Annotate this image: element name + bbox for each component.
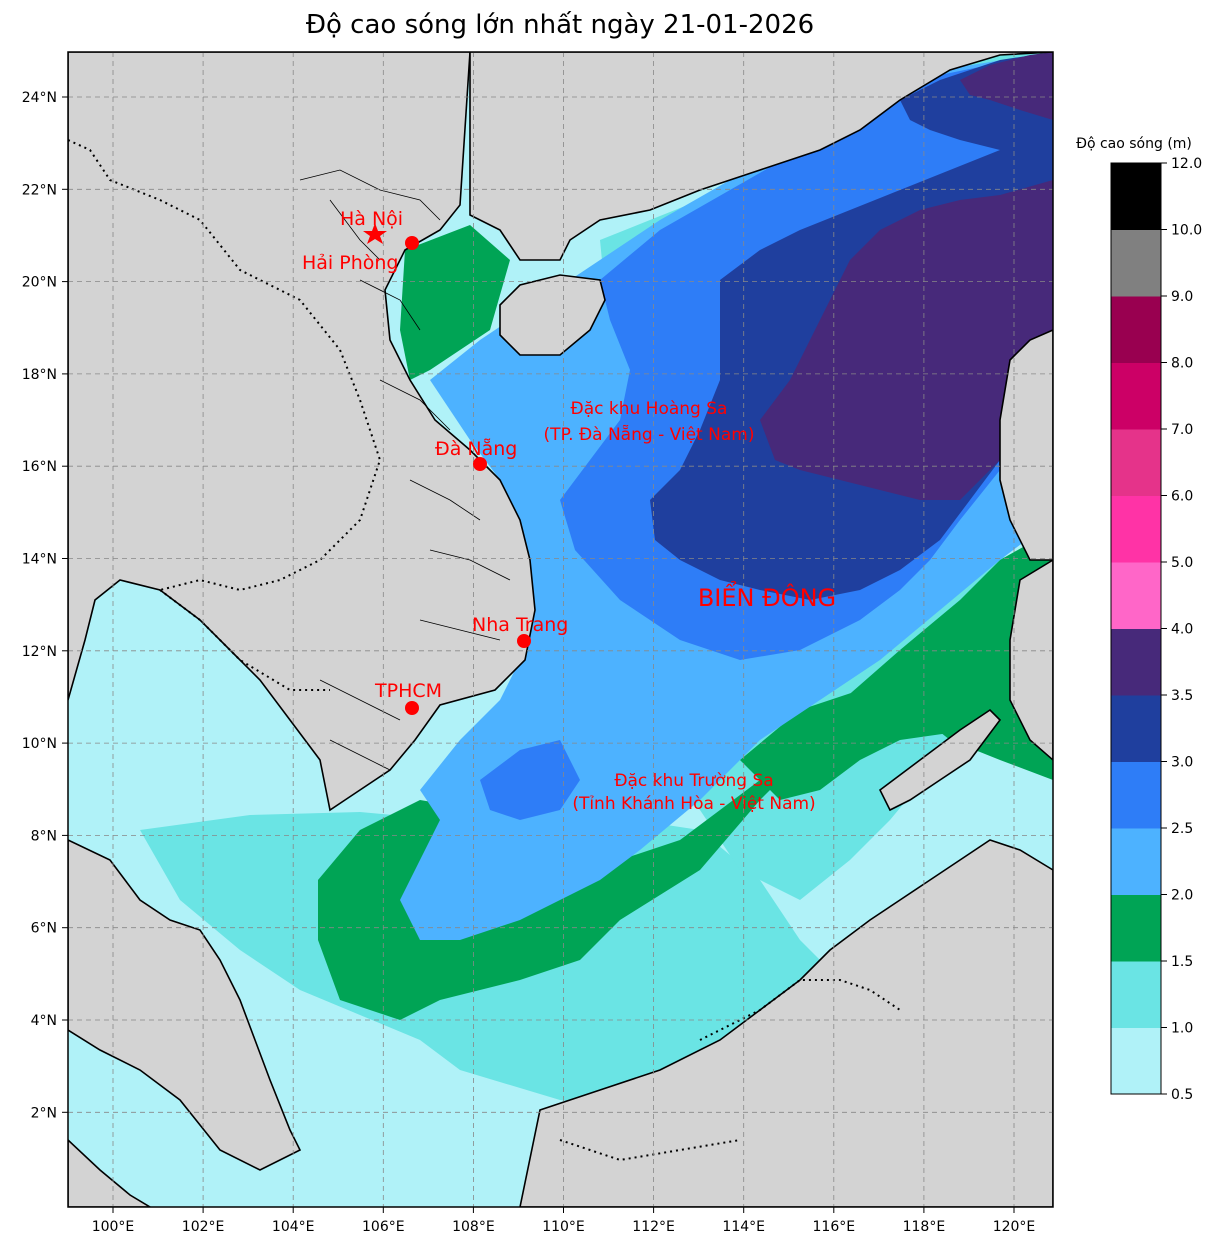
haiphong-marker	[405, 236, 419, 250]
wave-zone-3.5-4m	[760, 52, 1053, 500]
colorbar-segment	[1111, 229, 1161, 297]
colorbar-segment	[1111, 163, 1161, 230]
hcm-marker	[405, 701, 419, 715]
colorbar-tick-label: 9.0	[1171, 289, 1193, 305]
lat-tick-label: 8°N	[31, 828, 57, 844]
lon-tick-label: 114°E	[722, 1219, 765, 1235]
lon-tick-label: 120°E	[993, 1219, 1036, 1235]
lat-tick-label: 4°N	[31, 1013, 57, 1029]
lat-tick-label: 24°N	[22, 90, 57, 106]
colorbar-segment	[1111, 562, 1161, 629]
colorbar-tick-label: 7.0	[1171, 422, 1193, 438]
city-markers	[363, 223, 531, 715]
colorbar-tick-label: 3.0	[1171, 755, 1193, 771]
lon-tick-label: 106°E	[362, 1219, 405, 1235]
lat-tick-label: 12°N	[22, 644, 57, 660]
hanoi-star-marker	[363, 223, 387, 244]
lat-tick-label: 22°N	[22, 182, 57, 198]
colorbar-tick-label: 5.0	[1171, 555, 1193, 571]
colorbar-segment	[1111, 362, 1161, 430]
lon-tick-label: 110°E	[542, 1219, 585, 1235]
luzon	[999, 329, 1053, 561]
colorbar-segment	[1111, 429, 1161, 496]
colorbar-segment	[1111, 828, 1161, 895]
label-haiphong: Hải Phòng	[302, 252, 398, 274]
label-hanoi: Hà Nội	[340, 208, 403, 230]
danang-marker	[473, 457, 487, 471]
map-title: Độ cao sóng lớn nhất ngày 21-01-2026	[305, 10, 815, 40]
latitude-ticks: 24°N 22°N 20°N 18°N 16°N 14°N 12°N 10°N 8°N 6°N 4°…	[22, 90, 68, 1121]
colorbar-tick-label: 3.5	[1171, 688, 1193, 704]
philippines-south	[1009, 559, 1053, 762]
lat-tick-label: 18°N	[22, 367, 57, 383]
hainan-island	[499, 274, 606, 356]
label-danang: Đà Nẵng	[435, 437, 517, 460]
colorbar-tick-label: 2.0	[1171, 888, 1193, 904]
colorbar-segment	[1111, 628, 1161, 696]
colorbar: 0.5 1.0 1.5 2.0 2.5 3.0 3.5 4.0 5.0 6.0 7.0 8.0 9.0 1…	[1110, 156, 1202, 1103]
province-lines	[299, 169, 511, 771]
colorbar-segment	[1111, 495, 1161, 563]
malay-peninsula	[68, 839, 302, 1171]
sumatra	[68, 1138, 152, 1207]
colorbar-tick-label: 12.0	[1171, 156, 1202, 172]
colorbar-tick-label: 10.0	[1171, 223, 1202, 239]
label-hcm: TPHCM	[374, 680, 442, 702]
hoang-sa-label-line2: (TP. Đà Nẵng - Việt Nam)	[544, 424, 755, 445]
colorbar-title: Độ cao sóng (m)	[1076, 136, 1192, 152]
truong-sa-label-line1: Đặc khu Trường Sa	[614, 771, 773, 791]
colorbar-tick-label: 2.5	[1171, 821, 1193, 837]
lat-tick-label: 6°N	[31, 921, 57, 937]
lon-tick-label: 102°E	[182, 1219, 225, 1235]
colorbar-segment	[1111, 761, 1161, 829]
colorbar-tick-label: 4.0	[1171, 622, 1193, 638]
colorbar-tick-label: 1.0	[1171, 1021, 1193, 1037]
label-nhatrang: Nha Trang	[472, 614, 568, 636]
lon-tick-label: 100°E	[92, 1219, 135, 1235]
lon-tick-label: 118°E	[903, 1219, 946, 1235]
lon-tick-label: 108°E	[452, 1219, 495, 1235]
lat-tick-label: 14°N	[22, 552, 57, 568]
lat-tick-label: 16°N	[22, 459, 57, 475]
lon-tick-label: 112°E	[632, 1219, 675, 1235]
colorbar-segment	[1111, 695, 1161, 762]
colorbar-tick-label: 6.0	[1171, 489, 1193, 505]
colorbar-segment	[1111, 894, 1161, 962]
gridlines	[68, 52, 1053, 1207]
lon-tick-label: 104°E	[272, 1219, 315, 1235]
colorbar-tick-label: 8.0	[1171, 356, 1193, 372]
palawan	[878, 708, 1002, 812]
colorbar-tick-label: 0.5	[1171, 1087, 1193, 1103]
hoang-sa-label-line1: Đặc khu Hoàng Sa	[571, 399, 728, 419]
lat-tick-label: 10°N	[22, 736, 57, 752]
colorbar-segment	[1111, 1027, 1161, 1095]
map-frame	[67, 51, 1054, 1208]
lat-tick-label: 20°N	[22, 275, 57, 291]
national-borders	[68, 139, 901, 1162]
lon-tick-label: 116°E	[813, 1219, 856, 1235]
colorbar-segment	[1111, 296, 1161, 363]
bien-dong-label: BIỂN ĐÔNG	[698, 580, 836, 612]
truong-sa-label-line2: (Tỉnh Khánh Hòa - Việt Nam)	[572, 794, 815, 814]
nhatrang-marker	[517, 634, 531, 648]
colorbar-tick-label: 1.5	[1171, 954, 1193, 970]
lat-tick-label: 2°N	[31, 1105, 57, 1121]
china-coast	[469, 52, 1053, 261]
longitude-ticks: 100°E 102°E 104°E 106°E 108°E 110°E 112°E 114°E…	[92, 1207, 1036, 1235]
colorbar-segment	[1111, 961, 1161, 1028]
